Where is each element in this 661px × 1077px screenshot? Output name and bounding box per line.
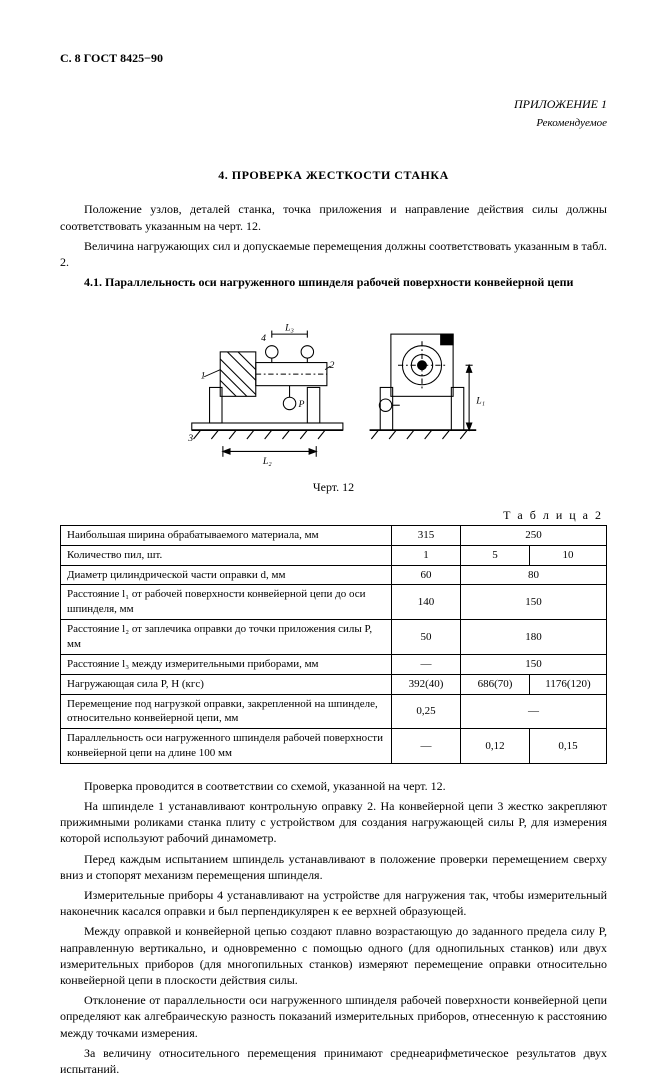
table-row: Нагружающая сила P, Н (кгс)392(40)686(70…	[61, 674, 607, 694]
row-val-2: 80	[461, 565, 607, 585]
row-val-1: —	[392, 729, 461, 764]
body-1: Проверка проводится в соответствии со сх…	[60, 778, 607, 794]
row-label: Нагружающая сила P, Н (кгс)	[61, 674, 392, 694]
table-row: Диаметр цилиндрической части оправки d, …	[61, 565, 607, 585]
fig-4: 4	[261, 334, 266, 345]
row-val-3: 0,15	[530, 729, 607, 764]
row-label: Наибольшая ширина обрабатываемого матери…	[61, 525, 392, 545]
table-row: Наибольшая ширина обрабатываемого матери…	[61, 525, 607, 545]
body-7: За величину относительного перемещения п…	[60, 1045, 607, 1077]
row-label: Перемещение под нагрузкой оправки, закре…	[61, 694, 392, 729]
fig-3: 3	[187, 433, 193, 444]
row-val-2: 150	[461, 654, 607, 674]
page-header: С. 8 ГОСТ 8425−90	[60, 50, 607, 66]
table-row: Перемещение под нагрузкой оправки, закре…	[61, 694, 607, 729]
fig-l1: L₁	[475, 396, 485, 407]
fig-l2: L₂	[261, 456, 271, 467]
table-row: Расстояние l₂ от заплечика оправки до то…	[61, 620, 607, 655]
row-val-1: 60	[392, 565, 461, 585]
row-label: Расстояние l₃ между измерительными прибо…	[61, 654, 392, 674]
row-val-2: 180	[461, 620, 607, 655]
row-val-1: 0,25	[392, 694, 461, 729]
table-caption: Т а б л и ц а 2	[60, 507, 603, 523]
row-val-1: —	[392, 654, 461, 674]
row-label: Параллельность оси нагруженного шпинделя…	[61, 729, 392, 764]
para-1: Положение узлов, деталей станка, точка п…	[60, 201, 607, 233]
rigidity-table: Наибольшая ширина обрабатываемого матери…	[60, 525, 607, 764]
body-2: На шпинделе 1 устанавливают контрольную …	[60, 798, 607, 847]
table-row: Расстояние l₃ между измерительными прибо…	[61, 654, 607, 674]
row-label: Расстояние l₂ от заплечика оправки до то…	[61, 620, 392, 655]
row-val-2: 0,12	[461, 729, 530, 764]
fig-l3: L₃	[284, 323, 294, 334]
row-label: Диаметр цилиндрической части оправки d, …	[61, 565, 392, 585]
row-label: Расстояние l₁ от рабочей поверхности кон…	[61, 585, 392, 620]
row-val-1: 392(40)	[392, 674, 461, 694]
table-row: Параллельность оси нагруженного шпинделя…	[61, 729, 607, 764]
row-val-2: 5	[461, 545, 530, 565]
row-val-2: —	[461, 694, 607, 729]
body-4: Измерительные приборы 4 устанавливают на…	[60, 887, 607, 919]
page: С. 8 ГОСТ 8425−90 ПРИЛОЖЕНИЕ 1 Рекоменду…	[0, 0, 661, 936]
appendix-title: ПРИЛОЖЕНИЕ 1	[60, 96, 607, 112]
fig-p: P	[297, 399, 304, 410]
body-6: Отклонение от параллельности оси нагруже…	[60, 992, 607, 1041]
figure-12: L₃ L₂ P 1 2 3 4	[60, 298, 607, 472]
fig-2: 2	[329, 360, 334, 371]
figure-svg: L₃ L₂ P 1 2 3 4	[174, 298, 494, 468]
table-row: Количество пил, шт.1510	[61, 545, 607, 565]
para-3: 4.1. Параллельность оси нагруженного шпи…	[60, 274, 607, 290]
figure-caption: Черт. 12	[60, 479, 607, 495]
appendix-sub: Рекомендуемое	[60, 116, 607, 131]
row-val-2: 686(70)	[461, 674, 530, 694]
body-5: Между оправкой и конвейерной цепью созда…	[60, 923, 607, 988]
row-label: Количество пил, шт.	[61, 545, 392, 565]
row-val-2: 250	[461, 525, 607, 545]
section-title: 4. ПРОВЕРКА ЖЕСТКОСТИ СТАНКА	[60, 167, 607, 183]
row-val-1: 1	[392, 545, 461, 565]
row-val-2: 150	[461, 585, 607, 620]
row-val-3: 10	[530, 545, 607, 565]
row-val-1: 140	[392, 585, 461, 620]
row-val-3: 1176(120)	[530, 674, 607, 694]
row-val-1: 50	[392, 620, 461, 655]
para-2: Величина нагружающих сил и допускаемые п…	[60, 238, 607, 270]
row-val-1: 315	[392, 525, 461, 545]
body-3: Перед каждым испытанием шпиндель устанав…	[60, 851, 607, 883]
table-row: Расстояние l₁ от рабочей поверхности кон…	[61, 585, 607, 620]
